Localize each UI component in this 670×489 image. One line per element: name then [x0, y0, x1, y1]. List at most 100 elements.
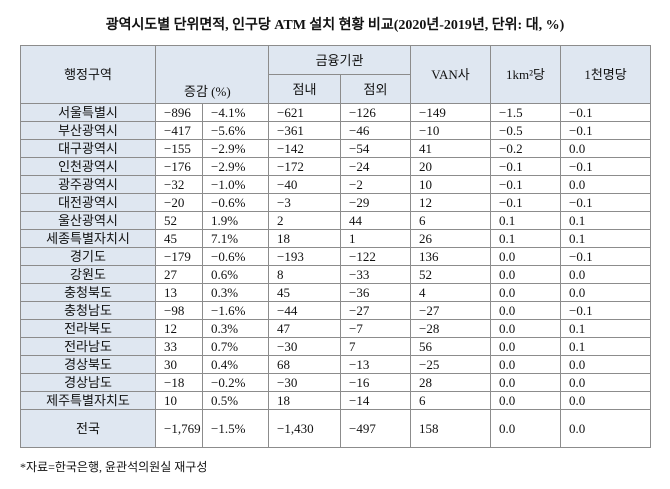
- table-row: 경상북도 30 0.4% 68 −13 −25 0.0 0.0: [20, 355, 652, 374]
- value-cell: 45: [268, 283, 342, 302]
- value-cell: 18: [268, 391, 342, 410]
- header-cell: 1천명당: [560, 45, 652, 104]
- value-cell: 0.0: [490, 373, 562, 392]
- value-cell: 13: [155, 283, 203, 302]
- value-cell: −0.1: [560, 193, 652, 212]
- value-cell: 52: [155, 211, 203, 230]
- value-cell: −4.1%: [201, 103, 270, 122]
- table-row: 경기도 −179 −0.6% −193 −122 136 0.0 −0.1: [20, 247, 652, 266]
- region-cell: 전국: [20, 409, 156, 448]
- value-cell: −361: [268, 121, 342, 140]
- value-cell: 0.0: [490, 355, 562, 374]
- header-cell: 금융기관: [268, 45, 412, 75]
- value-cell: −0.6%: [201, 247, 270, 266]
- value-cell: −172: [268, 157, 342, 176]
- value-cell: 10: [410, 175, 492, 194]
- region-cell: 울산광역시: [20, 211, 156, 230]
- region-cell: 경상북도: [20, 355, 156, 374]
- value-cell: −176: [155, 157, 203, 176]
- value-cell: 0.1: [560, 337, 652, 356]
- region-cell: 충청북도: [20, 283, 156, 302]
- value-cell: −0.1: [560, 121, 652, 140]
- value-cell: −16: [340, 373, 412, 392]
- value-cell: −98: [155, 301, 203, 320]
- value-cell: 7.1%: [201, 229, 270, 248]
- header-row: 행정구역 증감 (%) 금융기관 VAN사 1km²당 1천명당: [20, 45, 652, 104]
- value-cell: 8: [268, 265, 342, 284]
- value-cell: −122: [340, 247, 412, 266]
- value-cell: 28: [410, 373, 492, 392]
- header-cell: 점내: [268, 74, 342, 104]
- value-cell: −0.1: [490, 193, 562, 212]
- value-cell: −1,769: [155, 409, 203, 448]
- value-cell: −0.1: [490, 175, 562, 194]
- value-cell: −1,430: [268, 409, 342, 448]
- table-row: 인천광역시 −176 −2.9% −172 −24 20 −0.1 −0.1: [20, 157, 652, 176]
- value-cell: −28: [410, 319, 492, 338]
- value-cell: −1.6%: [201, 301, 270, 320]
- value-cell: 0.1: [560, 211, 652, 230]
- value-cell: −142: [268, 139, 342, 158]
- value-cell: 0.0: [490, 337, 562, 356]
- table-row: 강원도 27 0.6% 8 −33 52 0.0 0.0: [20, 265, 652, 284]
- value-cell: −40: [268, 175, 342, 194]
- region-cell: 전라남도: [20, 337, 156, 356]
- value-cell: −1.5: [490, 103, 562, 122]
- region-cell: 광주광역시: [20, 175, 156, 194]
- value-cell: −0.2: [490, 139, 562, 158]
- region-cell: 경상남도: [20, 373, 156, 392]
- value-cell: 0.0: [560, 283, 652, 302]
- value-cell: 0.1: [560, 319, 652, 338]
- value-cell: −2.9%: [201, 157, 270, 176]
- table-row: 경상남도 −18 −0.2% −30 −16 28 0.0 0.0: [20, 373, 652, 392]
- table-row: 전라북도 12 0.3% 47 −7 −28 0.0 0.1: [20, 319, 652, 338]
- value-cell: 0.0: [560, 175, 652, 194]
- value-cell: 1.9%: [201, 211, 270, 230]
- value-cell: −0.1: [490, 157, 562, 176]
- region-cell: 충청남도: [20, 301, 156, 320]
- value-cell: −20: [155, 193, 203, 212]
- value-cell: 45: [155, 229, 203, 248]
- value-cell: −0.5: [490, 121, 562, 140]
- region-cell: 대전광역시: [20, 193, 156, 212]
- value-cell: −0.1: [560, 157, 652, 176]
- value-cell: −149: [410, 103, 492, 122]
- header-cell: 점외: [340, 74, 412, 104]
- value-cell: −0.1: [560, 103, 652, 122]
- value-cell: −14: [340, 391, 412, 410]
- value-cell: 0.0: [490, 283, 562, 302]
- table-row: 대구광역시 −155 −2.9% −142 −54 41 −0.2 0.0: [20, 139, 652, 158]
- value-cell: −2: [340, 175, 412, 194]
- value-cell: −33: [340, 265, 412, 284]
- value-cell: 0.0: [560, 373, 652, 392]
- value-cell: −27: [340, 301, 412, 320]
- table-row: 부산광역시 −417 −5.6% −361 −46 −10 −0.5 −0.1: [20, 121, 652, 140]
- table-row: 대전광역시 −20 −0.6% −3 −29 12 −0.1 −0.1: [20, 193, 652, 212]
- value-cell: 0.0: [490, 409, 562, 448]
- value-cell: −3: [268, 193, 342, 212]
- value-cell: 6: [410, 211, 492, 230]
- value-cell: −25: [410, 355, 492, 374]
- atm-table: 행정구역 증감 (%) 금융기관 VAN사 1km²당 1천명당 점내 점외 서…: [20, 45, 652, 448]
- region-cell: 대구광역시: [20, 139, 156, 158]
- value-cell: −30: [268, 337, 342, 356]
- value-cell: 56: [410, 337, 492, 356]
- value-cell: 7: [340, 337, 412, 356]
- value-cell: 0.0: [490, 265, 562, 284]
- value-cell: 0.0: [490, 391, 562, 410]
- value-cell: 0.3%: [201, 319, 270, 338]
- value-cell: 27: [155, 265, 203, 284]
- value-cell: 12: [155, 319, 203, 338]
- table-row: 전라남도 33 0.7% −30 7 56 0.0 0.1: [20, 337, 652, 356]
- value-cell: 0.0: [560, 409, 652, 448]
- value-cell: 52: [410, 265, 492, 284]
- value-cell: 0.3%: [201, 283, 270, 302]
- value-cell: −0.1: [560, 247, 652, 266]
- value-cell: 68: [268, 355, 342, 374]
- value-cell: 0.6%: [201, 265, 270, 284]
- value-cell: 0.0: [560, 265, 652, 284]
- value-cell: 4: [410, 283, 492, 302]
- header-cell: VAN사: [410, 45, 492, 104]
- value-cell: 0.0: [560, 355, 652, 374]
